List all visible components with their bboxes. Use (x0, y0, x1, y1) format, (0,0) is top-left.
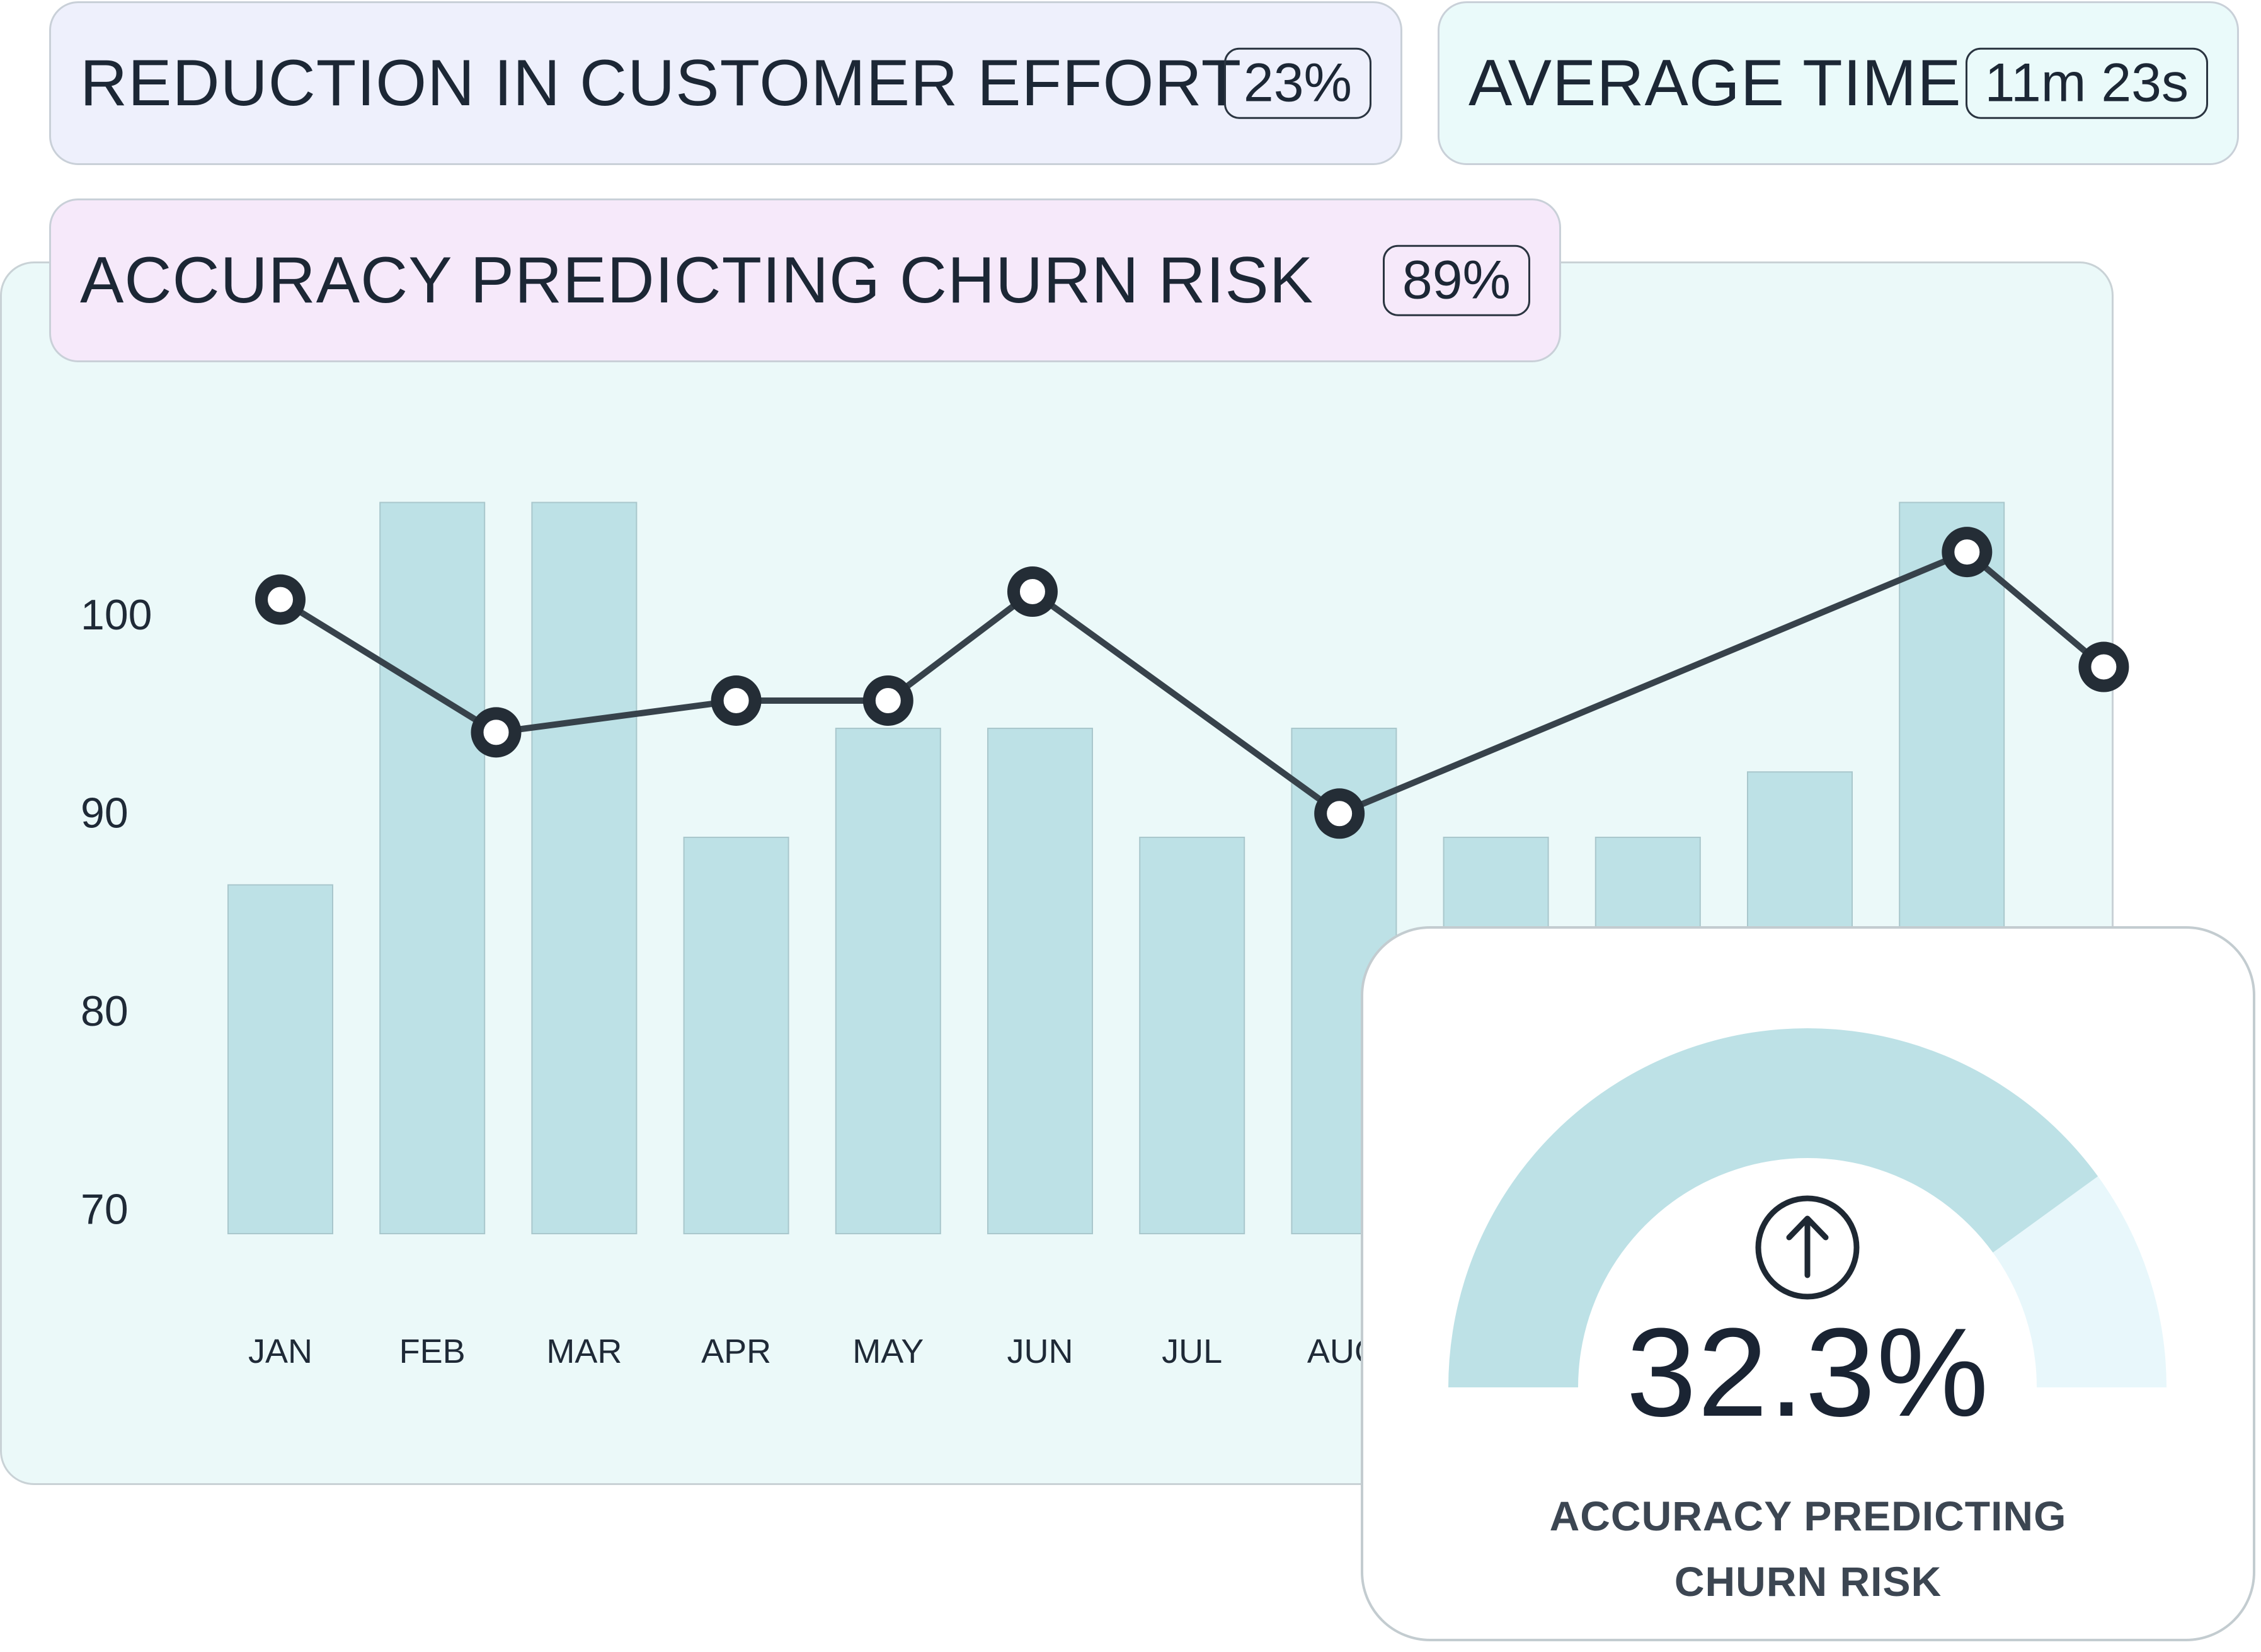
line-point (862, 675, 913, 726)
kpi-effort-label: REDUCTION IN CUSTOMER EFFORT (80, 46, 1242, 120)
gauge-remaining-arc (1993, 1176, 2167, 1387)
line-point (711, 675, 762, 726)
kpi-effort-card: REDUCTION IN CUSTOMER EFFORT 23% (49, 1, 1402, 165)
bar-apr (683, 837, 789, 1234)
y-tick-100: 100 (81, 591, 152, 639)
bar-feb (379, 502, 486, 1234)
series-line (278, 549, 2106, 817)
line-point (1942, 527, 1993, 578)
bar-jul (1139, 837, 1245, 1234)
line-point (1007, 566, 1058, 617)
x-tick-jul: JUL (1162, 1333, 1222, 1370)
gauge (1448, 1028, 2167, 1387)
kpi-churn-badge: 89% (1382, 244, 1530, 316)
x-tick-may: MAY (852, 1333, 924, 1370)
kpi-time-label: AVERAGE TIME (1468, 46, 1962, 120)
gauge-caption-line2: CHURN RISK (1674, 1558, 1942, 1605)
bar-may (835, 728, 941, 1234)
line-point (2078, 641, 2129, 692)
arrow-up-circle-icon (1755, 1195, 1860, 1300)
gauge-filled-arc (1448, 1028, 2098, 1387)
y-tick-90: 90 (81, 789, 129, 837)
gauge-caption: ACCURACY PREDICTING CHURN RISK (1363, 1483, 2253, 1614)
bar-jun (987, 728, 1093, 1234)
bar-jan (227, 884, 333, 1234)
x-tick-apr: APR (701, 1333, 771, 1370)
kpi-time-badge: 11m 23s (1965, 47, 2208, 119)
gauge-value: 32.3% (1626, 1302, 1990, 1443)
y-tick-70: 70 (81, 1185, 129, 1233)
line-point (1314, 788, 1365, 839)
x-tick-mar: MAR (546, 1333, 622, 1370)
x-tick-feb: FEB (399, 1333, 466, 1370)
line-point (471, 707, 522, 758)
y-tick-80: 80 (81, 987, 129, 1035)
kpi-effort-badge: 23% (1223, 47, 1371, 119)
bar-mar (531, 502, 638, 1234)
x-tick-jan: JAN (248, 1333, 312, 1370)
gauge-card: 32.3% ACCURACY PREDICTING CHURN RISK (1361, 926, 2255, 1641)
gauge-caption-line1: ACCURACY PREDICTING (1549, 1493, 2067, 1539)
kpi-time-card: AVERAGE TIME 11m 23s (1438, 1, 2239, 165)
x-tick-jun: JUN (1007, 1333, 1073, 1370)
kpi-churn-card: ACCURACY PREDICTING CHURN RISK 89% (49, 198, 1561, 362)
line-point (255, 574, 306, 625)
kpi-churn-label: ACCURACY PREDICTING CHURN RISK (80, 243, 1314, 317)
